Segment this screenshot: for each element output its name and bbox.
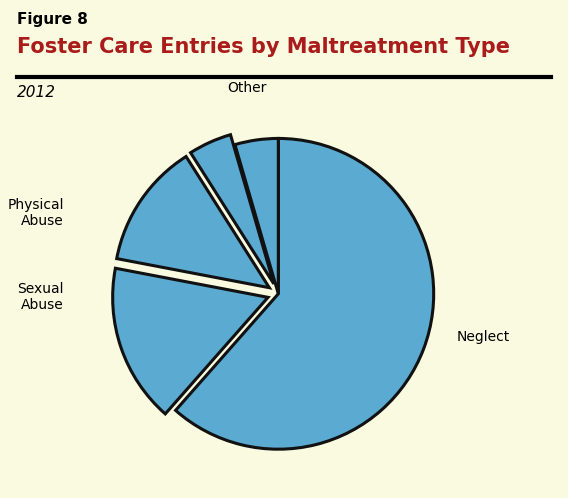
Wedge shape xyxy=(235,138,278,294)
Text: 2012: 2012 xyxy=(17,85,56,100)
Wedge shape xyxy=(191,134,274,284)
Text: Neglect: Neglect xyxy=(457,330,510,344)
Text: Foster Care Entries by Maltreatment Type: Foster Care Entries by Maltreatment Type xyxy=(17,37,510,57)
Wedge shape xyxy=(116,156,269,288)
Wedge shape xyxy=(112,268,268,414)
Text: Other: Other xyxy=(228,81,267,95)
Text: Sexual
Abuse: Sexual Abuse xyxy=(18,282,64,312)
Text: Figure 8: Figure 8 xyxy=(17,12,88,27)
Wedge shape xyxy=(176,138,434,449)
Text: Physical
Abuse: Physical Abuse xyxy=(7,198,64,228)
